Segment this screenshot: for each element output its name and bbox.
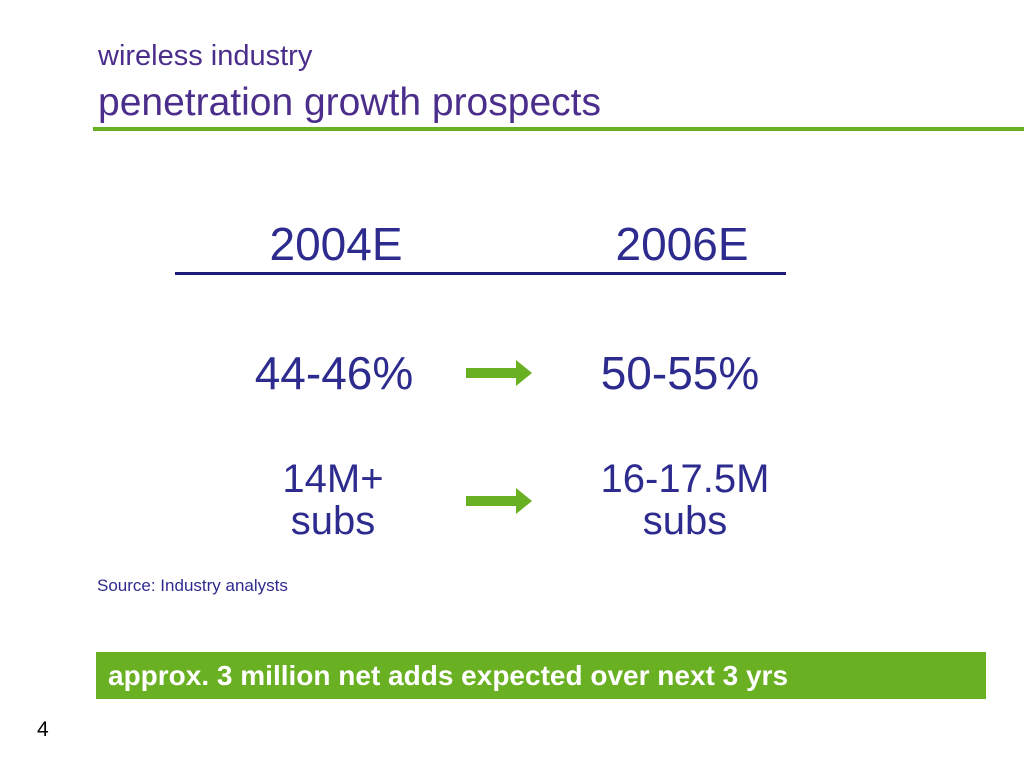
subscribers-2004: 14M+ subs	[203, 458, 463, 542]
subscribers-2004-value: 14M+	[282, 457, 384, 501]
subscribers-2006-value: 16-17.5M	[600, 457, 770, 501]
column-header-2006: 2006E	[615, 218, 749, 270]
subscribers-2006: 16-17.5M subs	[555, 458, 815, 542]
slide-title: penetration growth prospects	[98, 81, 601, 124]
source-note: Source: Industry analysts	[97, 576, 288, 595]
arrow-right-icon	[466, 360, 532, 386]
page-number: 4	[37, 718, 49, 741]
header-divider	[175, 272, 786, 275]
summary-banner: approx. 3 million net adds expected over…	[96, 652, 986, 699]
title-divider	[93, 127, 1024, 131]
slide-subtitle: wireless industry	[98, 40, 313, 72]
column-header-2004: 2004E	[269, 218, 403, 270]
subscribers-2004-unit: subs	[290, 499, 376, 543]
summary-banner-text: approx. 3 million net adds expected over…	[108, 659, 789, 691]
penetration-2006: 50-55%	[600, 347, 760, 399]
penetration-2004: 44-46%	[254, 347, 414, 399]
subscribers-2006-unit: subs	[642, 499, 728, 543]
arrow-right-icon	[466, 488, 532, 514]
